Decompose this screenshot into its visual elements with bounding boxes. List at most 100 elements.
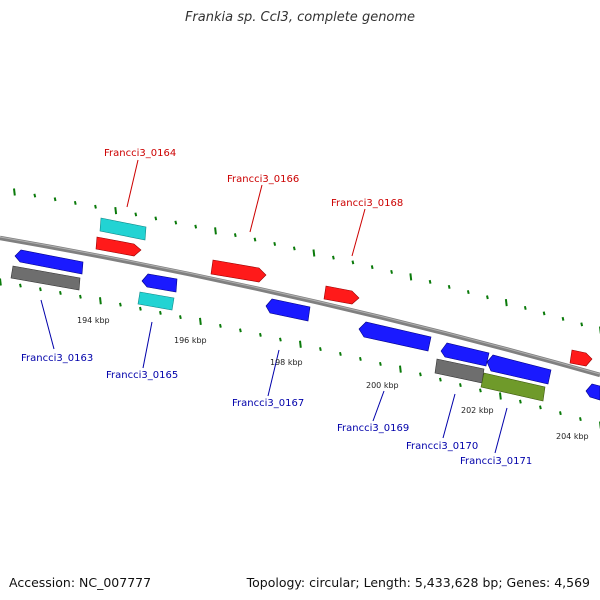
lower-tick-29 (579, 417, 582, 422)
upper-tick-18 (370, 265, 374, 270)
cds-reverse-0167[interactable] (265, 298, 311, 322)
cds-forward-0166[interactable] (210, 259, 267, 283)
upper-tick-6 (134, 212, 138, 217)
leader-line-0166 (249, 184, 263, 233)
upper-tick-22 (447, 284, 451, 289)
upper-tick-25 (504, 298, 508, 307)
genome-summary-text: Topology: circular; Length: 5,433,628 bp… (246, 575, 590, 590)
kbp-label-204: 204 kbp (556, 432, 589, 441)
feature-cyan-0165[interactable] (137, 291, 175, 311)
lower-tick-0 (0, 278, 2, 286)
upper-tick-14 (292, 246, 296, 251)
cds-forward-far-right[interactable] (569, 349, 593, 367)
lower-tick-3 (59, 290, 62, 295)
lower-tick-9 (179, 315, 182, 320)
gene-label-0163: Francci3_0163 (21, 353, 93, 364)
upper-tick-16 (332, 255, 335, 260)
cds-reverse-0169[interactable] (358, 321, 432, 352)
lower-tick-26 (519, 399, 522, 404)
upper-tick-23 (466, 290, 470, 295)
genome-backbone (0, 235, 600, 378)
leader-line-0168 (351, 208, 366, 257)
cds-reverse-0165[interactable] (141, 273, 178, 293)
lower-tick-10 (199, 317, 202, 326)
cds-reverse-0170[interactable] (440, 342, 490, 367)
lower-tick-row (0, 278, 600, 429)
upper-tick-26 (523, 305, 527, 310)
upper-tick-21 (428, 279, 432, 284)
lower-tick-28 (559, 411, 562, 416)
kbp-label-198: 198 kbp (270, 358, 303, 367)
kbp-label-200: 200 kbp (366, 381, 399, 390)
upper-tick-12 (253, 237, 257, 242)
leader-line-0163 (40, 299, 55, 350)
gene-label-0171: Francci3_0171 (460, 456, 532, 467)
lower-tick-21 (419, 372, 422, 377)
lower-tick-1 (19, 283, 22, 288)
leader-line-0167 (267, 349, 280, 397)
lower-tick-13 (259, 332, 262, 337)
leader-line-0169 (372, 390, 385, 422)
lower-tick-8 (159, 310, 162, 315)
kbp-label-202: 202 kbp (461, 406, 494, 415)
feature-cyan-0164[interactable] (99, 217, 147, 241)
genome-backbone-highlight (0, 236, 600, 375)
lower-tick-4 (79, 294, 82, 299)
leader-line-0170 (442, 393, 456, 439)
lower-tick-7 (139, 306, 142, 311)
lower-tick-6 (119, 302, 122, 307)
upper-tick-9 (194, 224, 198, 229)
feature-olive-0171[interactable] (480, 372, 546, 402)
lower-tick-14 (279, 337, 282, 342)
lower-tick-11 (219, 323, 222, 328)
upper-tick-2 (53, 197, 57, 202)
upper-tick-row (13, 188, 600, 334)
accession-text: Accession: NC_007777 (9, 575, 152, 590)
cds-forward-0164[interactable] (95, 236, 142, 257)
leader-line-0164 (126, 159, 139, 208)
gene-label-0168: Francci3_0168 (331, 198, 403, 209)
gene-label-0165: Francci3_0165 (106, 370, 178, 381)
lower-tick-5 (99, 297, 102, 305)
gene-label-0169: Francci3_0169 (337, 423, 409, 434)
upper-tick-5 (114, 206, 118, 215)
upper-tick-29 (580, 322, 584, 327)
cds-forward-0168[interactable] (323, 285, 360, 305)
upper-tick-15 (312, 249, 316, 257)
upper-tick-13 (273, 241, 277, 246)
feature-gray-0163[interactable] (10, 265, 81, 291)
lower-tick-19 (379, 361, 382, 366)
upper-tick-11 (233, 233, 237, 238)
upper-tick-7 (154, 216, 158, 221)
upper-tick-17 (351, 260, 355, 265)
gene-label-0164: Francci3_0164 (104, 148, 176, 159)
upper-tick-8 (174, 220, 178, 225)
cds-reverse-0171[interactable] (486, 354, 552, 385)
cds-reverse-0163[interactable] (14, 249, 84, 275)
lower-tick-25 (499, 392, 502, 400)
lower-tick-16 (319, 347, 322, 352)
lower-tick-22 (439, 377, 442, 382)
upper-tick-20 (409, 273, 413, 281)
lower-tick-12 (239, 328, 242, 333)
gene-label-0170: Francci3_0170 (406, 441, 478, 452)
gene-label-0167: Francci3_0167 (232, 398, 304, 409)
kbp-label-194: 194 kbp (77, 316, 110, 325)
upper-tick-24 (486, 295, 489, 300)
lower-tick-2 (39, 287, 42, 292)
lower-tick-15 (299, 340, 302, 348)
cds-reverse-far-right[interactable] (585, 383, 600, 401)
lower-tick-17 (339, 351, 342, 356)
map-title: Frankia sp. CcI3, complete genome (184, 10, 416, 25)
upper-tick-4 (94, 204, 97, 209)
lower-tick-23 (459, 383, 462, 388)
upper-tick-27 (542, 311, 546, 316)
leader-line-0165 (142, 321, 153, 369)
upper-tick-10 (214, 227, 217, 235)
upper-tick-19 (390, 269, 393, 274)
upper-tick-0 (13, 188, 16, 196)
lower-tick-27 (539, 405, 542, 410)
upper-tick-28 (561, 316, 565, 321)
kbp-label-196: 196 kbp (174, 336, 207, 345)
